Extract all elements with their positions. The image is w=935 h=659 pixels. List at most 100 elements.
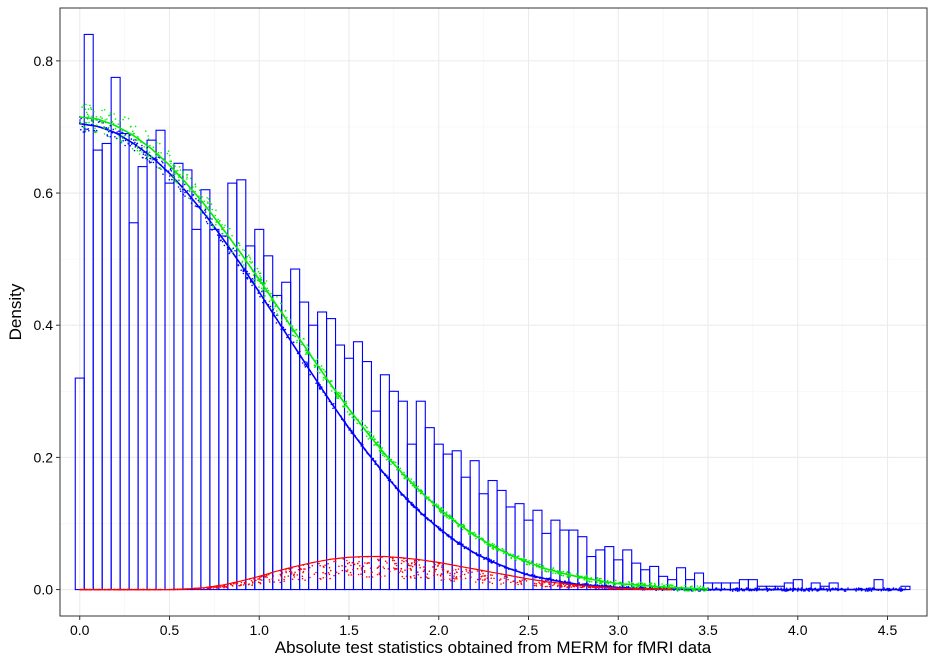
green-curve-point — [574, 575, 577, 577]
green-curve-point — [243, 266, 245, 269]
green-curve-point — [437, 506, 440, 508]
red-curve-point — [380, 576, 382, 578]
red-curve-point — [268, 573, 270, 576]
blue-curve-point — [88, 130, 90, 132]
blue-curve-point — [810, 587, 813, 590]
blue-curve-point — [873, 587, 876, 590]
green-curve-point — [175, 170, 177, 172]
red-curve-point — [268, 579, 271, 581]
blue-curve-point — [547, 578, 550, 580]
green-curve-point — [704, 589, 707, 592]
red-curve-point — [498, 579, 501, 581]
red-curve-point — [101, 588, 104, 591]
green-curve-point — [108, 114, 110, 117]
blue-curve-point — [416, 507, 418, 509]
red-curve-point — [283, 576, 286, 578]
green-curve-point — [528, 560, 530, 562]
green-curve-point — [114, 128, 117, 130]
red-curve-point — [582, 586, 584, 588]
blue-curve-point — [807, 589, 809, 591]
red-curve-point — [121, 588, 123, 591]
green-curve-point — [85, 103, 87, 106]
blue-curve-point — [807, 588, 809, 590]
red-curve-point — [264, 575, 267, 578]
red-curve-point — [456, 578, 458, 580]
red-curve-point — [294, 571, 296, 574]
blue-curve-point — [167, 170, 170, 172]
green-curve-point — [258, 286, 260, 288]
blue-curve-point — [832, 587, 834, 590]
red-curve-point — [416, 561, 418, 563]
green-curve-point — [611, 582, 614, 584]
blue-curve-point — [232, 247, 235, 249]
green-curve-point — [182, 181, 184, 183]
green-curve-point — [389, 459, 392, 462]
green-curve-point — [536, 565, 538, 568]
green-curve-point — [420, 489, 422, 491]
red-curve-point — [325, 576, 328, 579]
green-curve-point — [318, 366, 321, 368]
blue-curve-point — [723, 587, 726, 590]
green-curve-point — [214, 214, 217, 217]
green-curve-point — [95, 131, 98, 133]
blue-curve-point — [846, 588, 849, 591]
green-curve-point — [503, 550, 505, 553]
green-curve-point — [223, 226, 225, 229]
blue-curve-point — [283, 329, 286, 331]
green-curve-point — [147, 151, 149, 154]
blue-curve-point — [763, 588, 765, 590]
green-curve-point — [385, 454, 387, 457]
green-curve-point — [352, 417, 355, 419]
green-curve-point — [156, 142, 158, 144]
green-curve-point — [398, 468, 401, 471]
red-curve-point — [259, 582, 262, 585]
green-curve-point — [658, 583, 661, 585]
green-curve-point — [208, 202, 211, 204]
green-curve-point — [238, 242, 240, 245]
red-curve-point — [235, 583, 237, 585]
red-curve-point — [219, 586, 222, 588]
red-curve-point — [250, 579, 253, 582]
green-curve-point — [667, 587, 669, 589]
red-curve-point — [601, 587, 604, 590]
green-curve-point — [289, 319, 292, 321]
blue-curve-point — [535, 576, 538, 579]
blue-curve-point — [350, 429, 353, 432]
green-curve-point — [390, 463, 392, 466]
blue-curve-point — [133, 149, 136, 152]
red-curve-point — [322, 577, 325, 579]
blue-curve-point — [358, 439, 360, 442]
red-curve-point — [268, 581, 271, 583]
green-curve-point — [448, 514, 451, 516]
green-curve-point — [231, 251, 234, 254]
green-curve-point — [691, 589, 694, 591]
green-curve-point — [215, 221, 217, 223]
green-curve-point — [107, 126, 110, 129]
green-curve-point — [316, 370, 319, 373]
green-curve-point — [522, 560, 524, 562]
green-curve-point — [257, 270, 260, 273]
green-curve-point — [280, 303, 283, 305]
green-curve-point — [488, 543, 490, 546]
green-curve-point — [306, 344, 309, 346]
green-curve-point — [194, 185, 197, 188]
red-curve-point — [297, 568, 300, 571]
green-curve-point — [170, 160, 173, 162]
green-curve-point — [174, 173, 177, 175]
green-curve-point — [243, 249, 246, 252]
blue-curve-point — [547, 579, 549, 581]
blue-curve-point — [780, 587, 782, 589]
blue-curve-point — [345, 424, 347, 426]
green-curve-point — [495, 549, 498, 551]
green-curve-point — [638, 585, 640, 587]
red-curve-point — [553, 583, 555, 586]
blue-curve-point — [720, 587, 723, 590]
red-curve-point — [618, 588, 621, 590]
green-curve-point — [204, 207, 207, 209]
red-curve-point — [638, 588, 641, 591]
green-curve-point — [693, 588, 695, 590]
green-curve-point — [630, 586, 633, 588]
blue-curve-point — [487, 557, 490, 560]
red-curve-point — [441, 564, 444, 566]
green-curve-point — [687, 588, 689, 590]
